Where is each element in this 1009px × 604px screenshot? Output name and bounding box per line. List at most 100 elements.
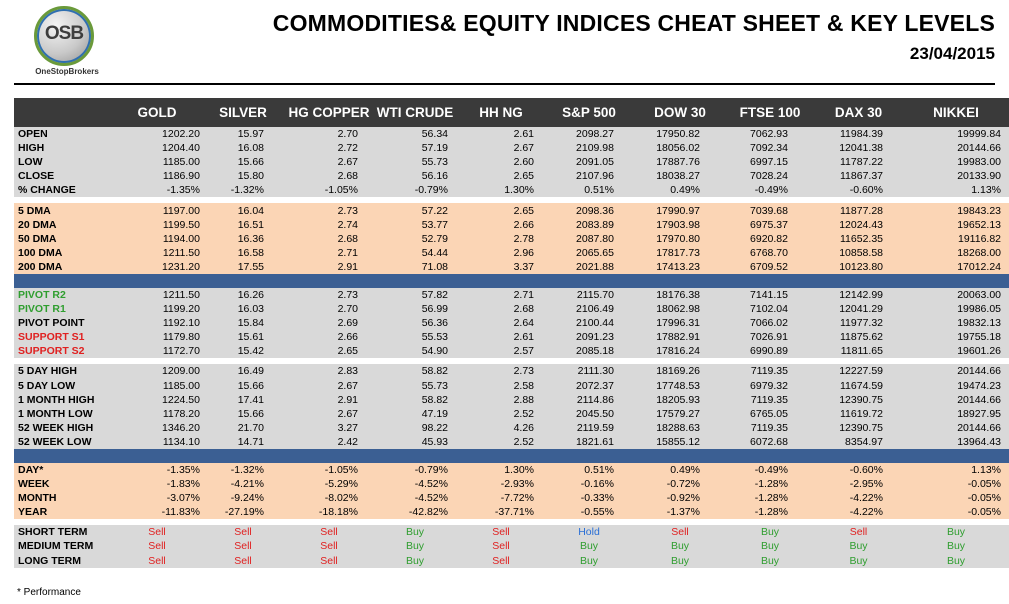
value-cell: 17413.23 xyxy=(634,259,726,274)
value-cell: 16.58 xyxy=(200,245,286,260)
value-cell: 2.65 xyxy=(458,203,544,218)
footnote: * Performance xyxy=(17,587,81,598)
onestopbrokers-logo: OSB OneStopBrokers xyxy=(28,6,110,78)
value-cell: 2.72 xyxy=(286,141,372,156)
range-row: 1 MONTH HIGH 1224.50 17.41 2.91 58.82 2.88 211… xyxy=(14,392,1009,407)
value-cell: 6997.15 xyxy=(726,155,814,170)
value-cell: -4.22% xyxy=(814,491,903,506)
value-cell: 18062.98 xyxy=(634,302,726,317)
value-cell: 1186.90 xyxy=(114,169,200,184)
value-cell: 1179.80 xyxy=(114,330,200,345)
value-cell: 7062.93 xyxy=(726,127,814,142)
value-cell: 15.66 xyxy=(200,406,286,421)
value-cell: 2119.59 xyxy=(544,420,634,435)
value-cell: -1.35% xyxy=(114,462,200,478)
value-cell: 6920.82 xyxy=(726,231,814,246)
dma-row: 200 DMA 1231.20 17.55 2.91 71.08 3.37 2021.88 1… xyxy=(14,259,1009,274)
value-cell: -4.52% xyxy=(372,477,458,492)
value-cell: 2098.36 xyxy=(544,203,634,218)
value-cell: -1.32% xyxy=(200,462,286,478)
value-cell: 0.49% xyxy=(634,462,726,478)
value-cell: 1.13% xyxy=(903,462,1009,478)
row-label: 1 MONTH LOW xyxy=(14,406,114,421)
value-cell: -1.32% xyxy=(200,183,286,198)
value-cell: 17882.91 xyxy=(634,330,726,345)
value-cell: 2.71 xyxy=(458,287,544,303)
row-label: % CHANGE xyxy=(14,183,114,198)
value-cell: -0.05% xyxy=(903,477,1009,492)
dma-row: 5 DMA 1197.00 16.04 2.73 57.22 2.65 2098.36 179… xyxy=(14,203,1009,218)
separator-cell xyxy=(14,273,1009,288)
value-cell: 2.66 xyxy=(286,330,372,345)
value-cell: 1134.10 xyxy=(114,434,200,449)
performance-row: MONTH -3.07% -9.24% -8.02% -4.52% -7.72% -0.33… xyxy=(14,491,1009,506)
value-cell: 2.57 xyxy=(458,344,544,359)
value-cell: 2.70 xyxy=(286,127,372,142)
value-cell: -0.79% xyxy=(372,462,458,478)
value-cell: -1.05% xyxy=(286,183,372,198)
value-cell: 47.19 xyxy=(372,406,458,421)
value-cell: 2.67 xyxy=(458,141,544,156)
value-cell: 17903.98 xyxy=(634,217,726,232)
performance-row: DAY* -1.35% -1.32% -1.05% -0.79% 1.30% 0.51% 0.… xyxy=(14,462,1009,478)
spacer-cell xyxy=(14,197,1009,204)
value-cell: 2.78 xyxy=(458,231,544,246)
performance-row: YEAR -11.83% -27.19% -18.18% -42.82% -37.71% -… xyxy=(14,505,1009,520)
value-cell: 7066.02 xyxy=(726,316,814,331)
value-cell: 1199.20 xyxy=(114,302,200,317)
signal-cell: Sell xyxy=(200,525,286,540)
value-cell: 7102.04 xyxy=(726,302,814,317)
logo-badge-icon xyxy=(34,6,94,66)
value-cell: -0.49% xyxy=(726,462,814,478)
value-cell: -37.71% xyxy=(458,505,544,520)
value-cell: 1209.00 xyxy=(114,364,200,379)
value-cell: 1211.50 xyxy=(114,245,200,260)
pivot-row: SUPPORT S2 1172.70 15.42 2.65 54.90 2.57 2085.… xyxy=(14,344,1009,359)
spacer-row xyxy=(14,519,1009,526)
value-cell: 20144.66 xyxy=(903,420,1009,435)
value-cell: -7.72% xyxy=(458,491,544,506)
value-cell: 2.60 xyxy=(458,155,544,170)
value-cell: 2.52 xyxy=(458,406,544,421)
value-cell: 7092.34 xyxy=(726,141,814,156)
price-row: CLOSE 1186.90 15.80 2.68 56.16 2.65 2107.96 180… xyxy=(14,169,1009,184)
value-cell: 17996.31 xyxy=(634,316,726,331)
row-label: 20 DMA xyxy=(14,217,114,232)
value-cell: 11619.72 xyxy=(814,406,903,421)
value-cell: 2.67 xyxy=(286,406,372,421)
value-cell: 6709.52 xyxy=(726,259,814,274)
value-cell: 2021.88 xyxy=(544,259,634,274)
value-cell: -0.60% xyxy=(814,462,903,478)
value-cell: -1.05% xyxy=(286,462,372,478)
signal-cell: Sell xyxy=(286,539,372,554)
value-cell: 11787.22 xyxy=(814,155,903,170)
value-cell: -1.28% xyxy=(726,491,814,506)
price-row: OPEN 1202.20 15.97 2.70 56.34 2.61 2098.27 1795… xyxy=(14,127,1009,142)
value-cell: 18176.38 xyxy=(634,287,726,303)
row-label: 200 DMA xyxy=(14,259,114,274)
value-cell: 45.93 xyxy=(372,434,458,449)
signal-cell: Sell xyxy=(814,525,903,540)
value-cell: 10123.80 xyxy=(814,259,903,274)
value-cell: 56.36 xyxy=(372,316,458,331)
value-cell: 17012.24 xyxy=(903,259,1009,274)
value-cell: 16.36 xyxy=(200,231,286,246)
value-cell: 6072.68 xyxy=(726,434,814,449)
value-cell: 19116.82 xyxy=(903,231,1009,246)
signal-cell: Sell xyxy=(200,553,286,568)
value-cell: 12390.75 xyxy=(814,392,903,407)
value-cell: 7119.35 xyxy=(726,420,814,435)
signal-row: MEDIUM TERM Sell Sell Sell Buy Sell Buy Buy Buy B… xyxy=(14,539,1009,554)
row-label: PIVOT POINT xyxy=(14,316,114,331)
value-cell: 18268.00 xyxy=(903,245,1009,260)
signal-cell: Sell xyxy=(286,553,372,568)
signal-cell: Buy xyxy=(634,539,726,554)
value-cell: 15.66 xyxy=(200,155,286,170)
row-label: PIVOT R1 xyxy=(14,302,114,317)
row-label: LONG TERM xyxy=(14,553,114,568)
value-cell: 17990.97 xyxy=(634,203,726,218)
value-cell: 1178.20 xyxy=(114,406,200,421)
value-cell: 8354.97 xyxy=(814,434,903,449)
value-cell: -1.37% xyxy=(634,505,726,520)
value-cell: 3.37 xyxy=(458,259,544,274)
